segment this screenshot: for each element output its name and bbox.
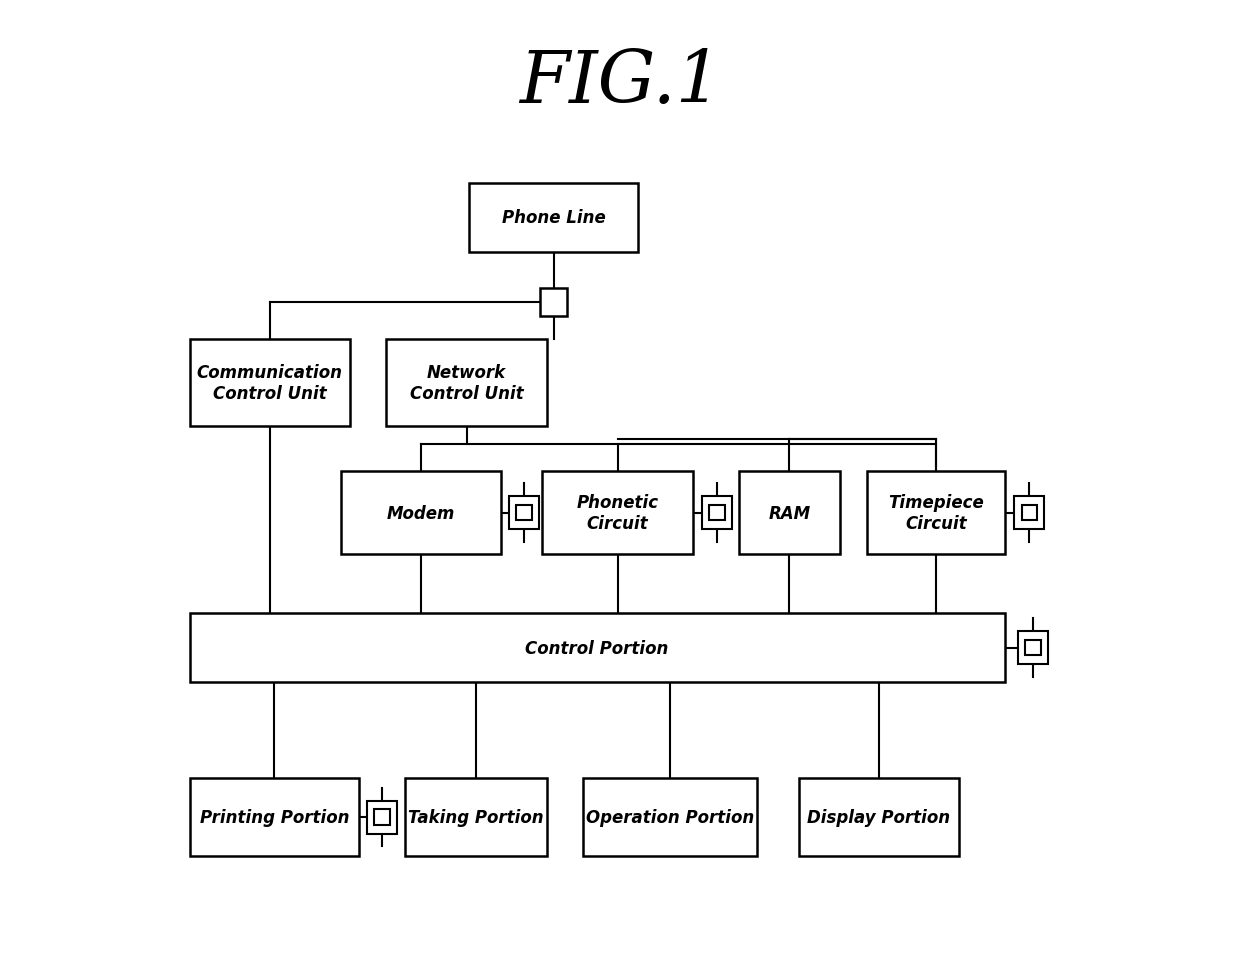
Text: Control Portion: Control Portion	[526, 639, 668, 657]
Bar	[190, 779, 360, 856]
Bar	[739, 472, 839, 555]
Bar	[583, 779, 758, 856]
Text: Operation Portion: Operation Portion	[587, 808, 754, 826]
Bar	[702, 497, 732, 530]
Bar	[508, 497, 538, 530]
Bar	[190, 339, 350, 426]
Bar	[1018, 632, 1048, 664]
Bar	[1025, 640, 1040, 656]
Text: Network
Control Unit: Network Control Unit	[409, 363, 523, 402]
Bar	[367, 801, 397, 834]
Bar	[1022, 505, 1037, 521]
Bar	[190, 614, 1004, 682]
Text: Phonetic
Circuit: Phonetic Circuit	[577, 494, 658, 533]
Bar	[1014, 497, 1044, 530]
Bar	[539, 289, 568, 316]
Bar	[341, 472, 501, 555]
Bar	[404, 779, 547, 856]
Text: Taking Portion: Taking Portion	[408, 808, 543, 826]
Bar	[387, 339, 547, 426]
Bar	[709, 505, 725, 521]
Bar	[799, 779, 959, 856]
Bar	[516, 505, 532, 521]
Text: FIG.1: FIG.1	[518, 48, 722, 118]
Text: Printing Portion: Printing Portion	[200, 808, 348, 826]
Bar	[867, 472, 1004, 555]
Text: Communication
Control Unit: Communication Control Unit	[197, 363, 342, 402]
Text: Phone Line: Phone Line	[502, 209, 605, 227]
Text: Display Portion: Display Portion	[807, 808, 950, 826]
Text: RAM: RAM	[769, 504, 811, 522]
Bar	[542, 472, 693, 555]
Text: Modem: Modem	[387, 504, 455, 522]
Text: Timepiece
Circuit: Timepiece Circuit	[888, 494, 983, 533]
Bar	[374, 809, 389, 825]
Bar	[469, 184, 639, 253]
